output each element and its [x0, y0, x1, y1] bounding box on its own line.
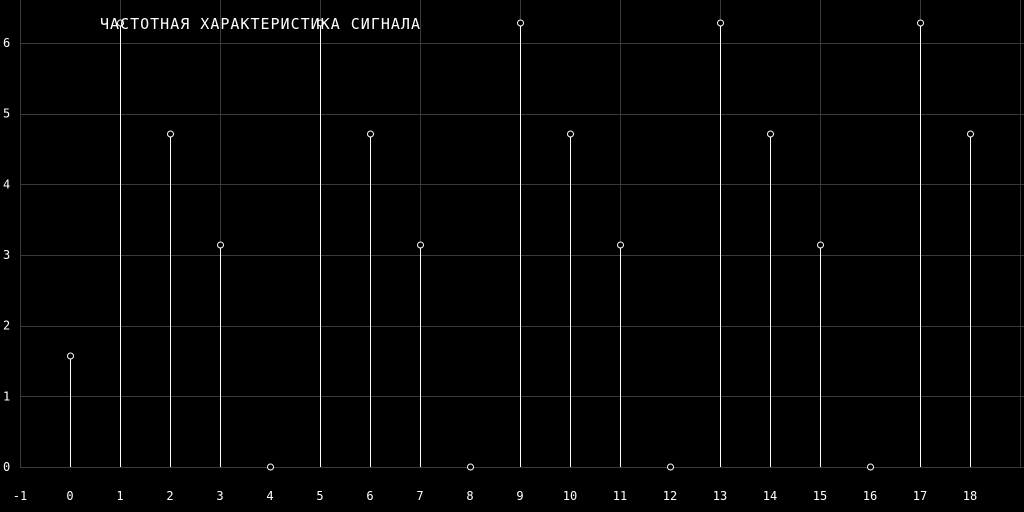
y-axis-ticks: 0 1 2 3 4 5 6	[3, 36, 10, 474]
x-tick-label: 8	[466, 489, 473, 503]
x-tick-label: 4	[266, 489, 273, 503]
stem-marker	[267, 463, 274, 471]
x-tick-label: 1	[116, 489, 123, 503]
x-tick-label: 2	[166, 489, 173, 503]
stem-marker	[117, 19, 124, 27]
stem-marker	[967, 130, 974, 138]
y-tick-label: 2	[3, 319, 10, 333]
stem-marker	[817, 241, 824, 249]
x-tick-label: -1	[13, 489, 27, 503]
stem-marker	[717, 19, 724, 27]
x-tick-label: 13	[713, 489, 727, 503]
y-tick-label: 4	[3, 177, 10, 191]
stem-marker	[467, 463, 474, 471]
y-tick-label: 5	[3, 107, 10, 121]
stem-marker	[517, 19, 524, 27]
stem-marker	[167, 130, 174, 138]
x-tick-label: 11	[613, 489, 627, 503]
stem-marker	[917, 19, 924, 27]
y-tick-label: 3	[3, 248, 10, 262]
x-tick-label: 5	[316, 489, 323, 503]
stems	[67, 19, 974, 471]
stem-marker	[317, 19, 324, 27]
stem-marker	[667, 463, 674, 471]
stem-marker	[417, 241, 424, 249]
x-tick-label: 12	[663, 489, 677, 503]
y-tick-label: 6	[3, 36, 10, 50]
x-tick-label: 16	[863, 489, 877, 503]
x-tick-label: 0	[66, 489, 73, 503]
stem-marker	[67, 352, 74, 360]
stem-marker	[867, 463, 874, 471]
stem-marker	[367, 130, 374, 138]
x-tick-label: 10	[563, 489, 577, 503]
x-tick-label: 7	[416, 489, 423, 503]
stem-marker	[217, 241, 224, 249]
stem-marker	[767, 130, 774, 138]
x-tick-label: 14	[763, 489, 777, 503]
stem-marker	[567, 130, 574, 138]
stem-marker	[617, 241, 624, 249]
chart-title: ЧАСТОТНАЯ ХАРАКТЕРИСТИКА СИГНАЛА	[100, 15, 421, 33]
y-tick-label: 0	[3, 460, 10, 474]
x-axis-ticks: -1 0 1 2 3 4 5 6 7 8 9 10 11 12 13 14 15 16 17 18	[13, 489, 977, 503]
x-tick-label: 15	[813, 489, 827, 503]
x-tick-label: 17	[913, 489, 927, 503]
y-tick-label: 1	[3, 389, 10, 403]
x-tick-label: 6	[366, 489, 373, 503]
x-tick-label: 18	[963, 489, 977, 503]
x-tick-label: 9	[516, 489, 523, 503]
x-tick-label: 3	[216, 489, 223, 503]
